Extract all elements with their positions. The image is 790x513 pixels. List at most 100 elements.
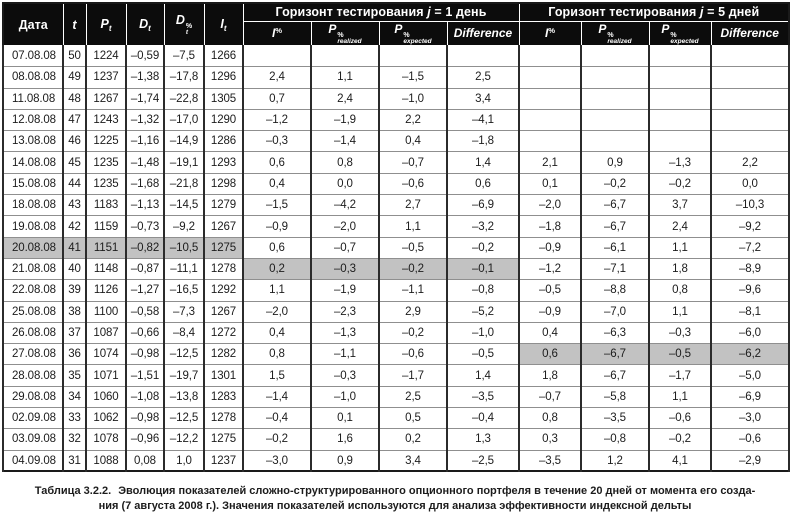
table-cell: –13,8 [163,385,205,409]
table-cell: –1,74 [125,87,165,110]
table-cell [710,44,790,68]
table-cell: –5,8 [580,385,650,409]
caption-line-1: Таблица 3.2.2. Эволюция показателей сложн… [0,484,790,499]
table-cell: 22.08.08 [2,279,64,302]
table-cell [580,108,650,132]
table-cell: 04.09.08 [2,449,64,472]
table-cell: 1,6 [310,428,380,451]
table-cell [518,44,582,68]
table-cell: –0,7 [378,151,448,174]
table-cell: –0,2 [648,428,712,451]
sub-header-difference-1d: Difference [446,20,520,46]
table-cell: –1,68 [125,172,165,196]
table-cell: –0,58 [125,300,165,323]
table-cell: –10,5 [163,236,205,259]
table-cell: –0,2 [378,257,448,281]
table-row: 14.08.08 45 1235 –1,48 –19,1 1293 0,6 0,8 –0,7 1,… [2,151,790,174]
table-cell: –1,2 [518,257,582,281]
table-cell: –1,5 [242,194,312,217]
table-cell: 1074 [85,343,127,366]
table-cell: 0,0 [710,172,790,196]
table-cell: 0,8 [648,279,712,302]
table-cell: 3,7 [648,194,712,217]
caption-text-1: Эволюция показателей сложно-структуриров… [118,485,756,498]
table-cell: –8,1 [710,300,790,323]
table-cell: 1292 [203,279,244,302]
table-cell: 34 [62,385,87,409]
table-cell: 1267 [203,215,244,238]
table-cell: 45 [62,151,87,174]
table-cell: –0,96 [125,428,165,451]
table-cell: –8,8 [580,279,650,302]
table-cell: –2,3 [310,300,380,323]
table-row: 20.08.08 41 1151 –0,82 –10,5 1275 0,6 –0,7 –0,5–… [2,236,790,259]
table-cell [580,66,650,89]
table-cell: –0,3 [648,321,712,345]
table-cell: 1225 [85,130,127,153]
table-cell: –0,6 [378,343,448,366]
table-cell: 1298 [203,172,244,196]
table-cell [648,66,712,89]
table-cell: –6,7 [580,215,650,238]
table-cell: 28.08.08 [2,364,64,387]
table-cell: 2,9 [378,300,448,323]
table-cell [310,44,380,68]
col-header-delta-label: D [139,16,149,31]
table-row: 26.08.08 37 1087 –0,66 –8,4 1272 0,4 –1,3 –0,2 –1… [2,321,790,345]
table-cell: 1088 [85,449,127,472]
table-cell: –1,5 [378,66,448,89]
table-cell [518,87,582,110]
table-cell: 0,4 [518,321,582,345]
table-cell: 19.08.08 [2,215,64,238]
table-cell: –2,9 [710,449,790,472]
table-cell: –0,8 [580,428,650,451]
table-cell: 2,2 [710,151,790,174]
table-cell: –12,5 [163,407,205,430]
table-cell: 1278 [203,257,244,281]
table-cell: 38 [62,300,87,323]
table-cell: –1,4 [242,385,312,409]
table-cell: –11,1 [163,257,205,281]
table-cell: –3,5 [580,407,650,430]
table-cell: 1243 [85,108,127,132]
table-cell: 1,5 [242,364,312,387]
table-cell: –1,0 [310,385,380,409]
table-cell: –0,82 [125,236,165,259]
table-cell: 40 [62,257,87,281]
table-cell: 1,4 [446,151,520,174]
table-cell: 0,0 [310,172,380,196]
sub-header-p-expected-5d: P% expected [648,20,712,46]
table-cell: 1275 [203,236,244,259]
table-cell: –1,0 [378,87,448,110]
table-cell [710,66,790,89]
table-cell: 1151 [85,236,127,259]
table-cell: 0,1 [310,407,380,430]
table-cell: 43 [62,194,87,217]
table-cell [710,130,790,153]
table-cell: 2,4 [648,215,712,238]
table-cell: –0,5 [518,279,582,302]
table-row: 15.08.08 44 1235 –1,68 –21,8 1298 0,4 0,0 –0,6 0,… [2,172,790,196]
table-cell: –1,1 [378,279,448,302]
table-cell: –1,4 [310,130,380,153]
table-cell: –1,2 [242,108,312,132]
table-cell: –0,9 [518,300,582,323]
table-cell: –1,32 [125,108,165,132]
table-cell: 0,6 [518,343,582,366]
table-cell: 50 [62,44,87,68]
table-header: Дата t Pt Dt D% t It Горизонт тестировани… [2,2,790,46]
table-cell: 1062 [85,407,127,430]
table-cell: 1,8 [518,364,582,387]
table-cell: 1071 [85,364,127,387]
table-cell: –3,2 [446,215,520,238]
table-cell: –6,0 [710,321,790,345]
table-cell: 1286 [203,130,244,153]
table-cell: 1235 [85,172,127,196]
table-cell: 11.08.08 [2,87,64,110]
table-row: 03.09.08 32 1078 –0,96 –12,2 1275 –0,2 1,6 0,2 1,… [2,428,790,451]
table-cell: –0,5 [648,343,712,366]
table-cell: 48 [62,87,87,110]
table-row: 25.08.08 38 1100 –0,58 –7,3 1267 –2,0 –2,3 2,9 –5… [2,300,790,323]
table-cell: 1267 [203,300,244,323]
